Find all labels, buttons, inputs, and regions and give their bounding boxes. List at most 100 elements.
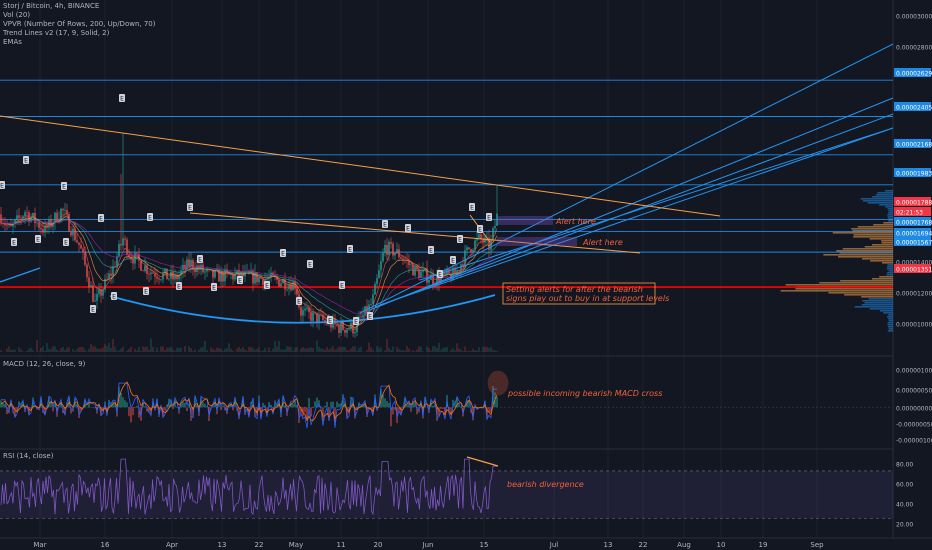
candle-body [158, 278, 160, 280]
indicator-vpvr[interactable]: VPVR (Number Of Rows, 200, Up/Down, 70) [3, 20, 156, 28]
macd-histogram-bar [410, 407, 412, 412]
volume-bar [62, 346, 64, 352]
macd-histogram-bar [304, 407, 306, 413]
volume-bar [96, 348, 98, 352]
rsi-title[interactable]: RSI (14, close) [3, 452, 54, 460]
swing-label-box [280, 249, 286, 257]
candle-body [80, 244, 82, 249]
candle-body [318, 314, 320, 323]
vpvr-bar [888, 326, 893, 328]
vpvr-bar [840, 280, 893, 282]
alert-box-1[interactable] [497, 216, 553, 225]
swing-label: E [328, 318, 332, 325]
macd-title[interactable]: MACD (12, 26, close, 9) [3, 360, 86, 368]
macd-histogram-bar [4, 404, 6, 408]
price-axis-tick: 0.00002629 [896, 71, 932, 78]
volume-bar [164, 350, 166, 352]
indicator-trendlines[interactable]: Trend Lines v2 (17, 9, Solid, 2) [3, 29, 110, 37]
macd-histogram-bar [98, 405, 100, 408]
volume-bar [142, 346, 144, 352]
macd-histogram-bar [180, 403, 182, 408]
macd-histogram-bar [492, 386, 494, 408]
candle-body [316, 312, 318, 323]
volume-bar [198, 349, 200, 352]
volume-bar [290, 347, 292, 352]
time-axis[interactable]: Mar 16 Apr 13 22 May 11 20 Jun 15 Jul 13 22 Aug 10 19 Se… [33, 541, 824, 549]
volume-bar [92, 346, 94, 352]
price-axis-label-box [894, 228, 931, 237]
candle-body [18, 215, 20, 218]
volume-bar [318, 346, 320, 352]
candle-body [254, 272, 256, 284]
swing-label-box [353, 317, 359, 325]
macd-note: possible incoming bearish MACD cross [507, 389, 662, 398]
volume-bar [338, 346, 340, 352]
macd-histogram-bar [148, 407, 150, 414]
volume-bar [194, 349, 196, 352]
volume-bar [426, 346, 428, 352]
price-axis-tick: 0.00001768 [896, 220, 932, 227]
indicator-vol[interactable]: Vol (20) [3, 11, 31, 19]
macd-histogram-bar [324, 405, 326, 408]
candle-body [454, 267, 456, 275]
alert-box-2[interactable] [497, 237, 577, 246]
candle-body [458, 270, 460, 272]
volume-bar [442, 347, 444, 352]
volume-bar [432, 346, 434, 352]
candle-body [86, 264, 88, 278]
support-note-line-2: signs play out to buy in at support leve… [506, 294, 669, 303]
price-axis[interactable]: 0.00003000 0.00002800 0.00002629 0.00002405… [894, 14, 932, 529]
macd-histogram-bar [348, 407, 350, 414]
time-axis-tick: 20 [374, 541, 383, 549]
macd-histogram-bar [452, 399, 454, 408]
rsi-axis-tick: 20.00 [896, 522, 913, 529]
swing-label: E [198, 257, 202, 264]
price-axis-label-box [894, 197, 931, 206]
candle-body [378, 270, 380, 279]
volume-bar [20, 349, 22, 352]
candle-body [296, 288, 298, 295]
candle-body [36, 222, 38, 224]
indicator-emas[interactable]: EMAs [3, 38, 22, 46]
symbol-title[interactable]: Storj / Bitcoin, 4h, BINANCE [3, 2, 100, 10]
vpvr-bar [862, 258, 893, 260]
volume-bar [210, 347, 212, 352]
vpvr-bar [886, 268, 893, 270]
macd-axis-tick: -0.00000050 [896, 422, 932, 429]
volume-bar [246, 350, 248, 352]
vpvr-bar [842, 248, 893, 250]
price-axis-label-box [894, 217, 931, 226]
macd-histogram-bar [454, 401, 456, 408]
vpvr-bar [861, 296, 893, 298]
vpvr-bar [888, 220, 893, 222]
price-axis-tick: 0.00002405 [896, 105, 932, 112]
candle-body [114, 266, 116, 267]
volume-bar [422, 351, 424, 352]
swing-label: E [368, 314, 372, 321]
macd-histogram-bar [294, 400, 296, 408]
swing-label-box [382, 220, 388, 228]
volume-bar [256, 349, 258, 352]
macd-histogram-bar [370, 407, 372, 409]
candle-body [130, 256, 132, 260]
candle-body [256, 272, 258, 283]
vpvr-bar [836, 250, 893, 252]
volume-bar [108, 342, 110, 352]
vpvr-bar [887, 322, 893, 324]
candle-body [142, 270, 144, 272]
macd-histogram-bar [314, 401, 316, 408]
trend-lines[interactable] [0, 43, 894, 324]
volume-bar [136, 350, 138, 352]
swing-label: E [91, 307, 95, 314]
candle-body [194, 269, 196, 272]
price-annotations[interactable]: Alert here Alert here Setting alerts for… [497, 216, 669, 305]
volume-bar [388, 348, 390, 352]
vpvr-bar [887, 272, 893, 274]
macd-histogram-bar [388, 402, 390, 408]
volume-bar [244, 349, 246, 352]
candle-body [394, 253, 396, 256]
macd-histogram-bar [44, 407, 46, 415]
volume-bar [192, 351, 194, 352]
